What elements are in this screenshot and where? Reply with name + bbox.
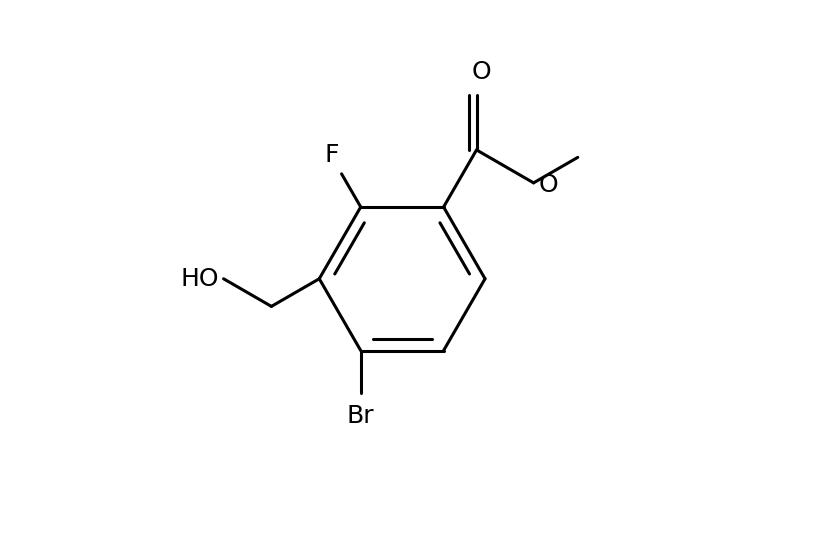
Text: O: O [538, 173, 558, 197]
Text: O: O [472, 60, 492, 84]
Text: HO: HO [181, 267, 219, 291]
Text: Br: Br [347, 404, 375, 428]
Text: F: F [325, 144, 339, 167]
